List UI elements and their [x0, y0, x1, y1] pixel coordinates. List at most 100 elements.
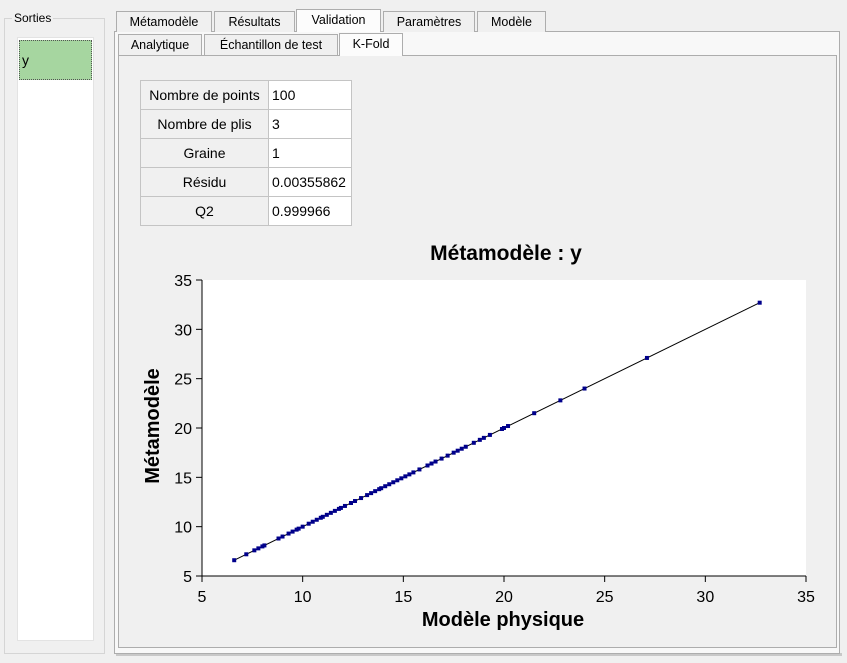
chart-title: Métamodèle : y	[430, 242, 582, 265]
scatter-point	[477, 437, 482, 442]
subtab-echantillon-de-test[interactable]: Échantillon de test	[204, 34, 338, 55]
y-tick-label: 25	[174, 372, 192, 389]
scatter-point	[757, 300, 762, 305]
scatter-point	[425, 463, 430, 468]
scatter-point	[244, 552, 249, 557]
scatter-point	[532, 411, 537, 416]
output-item-y[interactable]: y	[19, 40, 92, 80]
tab-resultats[interactable]: Résultats	[214, 11, 295, 32]
scatter-point	[433, 459, 438, 464]
y-tick-label: 15	[174, 470, 192, 487]
scatter-point	[328, 510, 333, 515]
scatter-point	[582, 386, 587, 391]
scatter-point	[365, 493, 370, 498]
row-value[interactable]: 1	[268, 138, 352, 168]
scatter-point	[451, 450, 456, 455]
scatter-point	[324, 512, 329, 517]
scatter-point	[260, 544, 265, 549]
y-tick-label: 5	[183, 569, 192, 586]
scatter-point	[300, 524, 305, 529]
scatter-point	[471, 440, 476, 445]
scatter-point	[644, 355, 649, 360]
row-value[interactable]: 0.999966	[268, 196, 352, 226]
table-row: Nombre de points 100	[140, 80, 352, 110]
scatter-point	[407, 472, 412, 477]
row-value[interactable]: 0.00355862	[268, 167, 352, 197]
scatter-point	[290, 529, 295, 534]
row-label: Q2	[140, 196, 269, 226]
scatter-point	[338, 505, 343, 510]
scatter-point	[256, 546, 261, 551]
scatter-point	[455, 448, 460, 453]
scatter-point	[439, 456, 444, 461]
tab-modele[interactable]: Modèle	[477, 11, 546, 32]
scatter-point	[417, 467, 422, 472]
scatter-point	[359, 496, 364, 501]
scatter-point	[429, 461, 434, 466]
tab-parametres[interactable]: Paramètres	[383, 11, 475, 32]
scatter-point	[286, 531, 291, 536]
panel-shadow	[116, 653, 842, 656]
scatter-point	[332, 508, 337, 513]
scatter-point	[487, 432, 492, 437]
y-tick-label: 35	[174, 273, 192, 290]
scatter-point	[445, 453, 450, 458]
sorties-group-title: Sorties	[12, 11, 54, 25]
scatter-point	[276, 536, 281, 541]
x-tick-label: 20	[495, 589, 513, 606]
x-tick-label: 30	[696, 589, 714, 606]
y-tick-label: 10	[174, 520, 192, 537]
scatter-point	[377, 487, 382, 492]
scatter-point	[294, 527, 299, 532]
x-tick-label: 5	[198, 589, 207, 606]
x-tick-label: 35	[797, 589, 815, 606]
scatter-point	[373, 489, 378, 494]
table-row: Nombre de plis 3	[140, 109, 352, 139]
row-label: Nombre de points	[140, 80, 269, 110]
scatter-point	[336, 506, 341, 511]
scatter-point	[481, 435, 486, 440]
scatter-point	[379, 486, 384, 491]
y-axis-label: Métamodèle	[142, 368, 164, 484]
tab-validation[interactable]: Validation	[296, 9, 381, 32]
table-row: Résidu 0.00355862	[140, 167, 352, 197]
x-axis-label: Modèle physique	[422, 609, 584, 631]
scatter-point	[353, 499, 358, 504]
scatter-point	[262, 543, 267, 548]
outputs-list[interactable]: y	[17, 37, 94, 641]
scatter-point	[411, 470, 416, 475]
tab-metamodele[interactable]: Métamodèle	[116, 11, 212, 32]
scatter-point	[318, 515, 323, 520]
kfold-results-table: Nombre de points 100 Nombre de plis 3 Gr…	[140, 80, 352, 226]
scatter-point	[463, 444, 468, 449]
sorties-group	[4, 18, 105, 654]
subtab-k-fold[interactable]: K-Fold	[339, 33, 403, 56]
y-tick-label: 20	[174, 421, 192, 438]
scatter-point	[403, 474, 408, 479]
row-label: Nombre de plis	[140, 109, 269, 139]
row-label: Résidu	[140, 167, 269, 197]
x-tick-label: 15	[394, 589, 412, 606]
scatter-point	[348, 500, 353, 505]
scatter-point	[342, 503, 347, 508]
x-tick-label: 10	[294, 589, 312, 606]
scatter-point	[383, 484, 388, 489]
scatter-point	[369, 491, 374, 496]
scatter-point	[296, 526, 301, 531]
scatter-point	[502, 426, 506, 430]
table-row: Q2 0.999966	[140, 196, 352, 226]
scatter-point	[310, 519, 315, 524]
row-value[interactable]: 100	[268, 80, 352, 110]
scatter-point	[499, 426, 504, 431]
scatter-point	[399, 476, 404, 481]
scatter-point	[387, 482, 392, 487]
scatter-point	[506, 424, 511, 429]
subtab-analytique[interactable]: Analytique	[118, 34, 202, 55]
scatter-point	[558, 398, 563, 403]
scatter-point	[232, 558, 237, 563]
row-value[interactable]: 3	[268, 109, 352, 139]
scatter-point	[320, 514, 325, 519]
scatter-point	[314, 517, 319, 522]
y-tick-label: 30	[174, 322, 192, 339]
